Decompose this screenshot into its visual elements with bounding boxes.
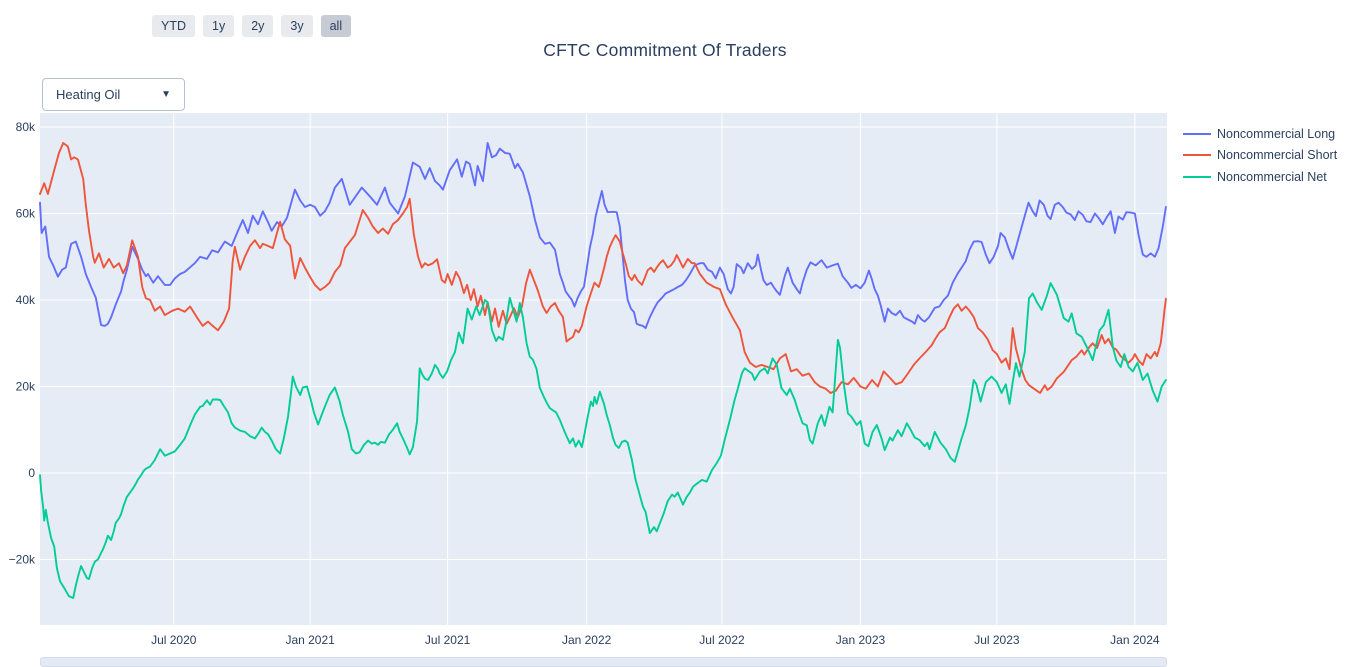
legend-label: Noncommercial Short xyxy=(1217,148,1338,163)
x-axis-tick-label: Jan 2021 xyxy=(285,633,335,647)
x-axis-tick-label: Jan 2023 xyxy=(836,633,886,647)
range-slider[interactable] xyxy=(40,657,1167,667)
series-line-noncommercial-short xyxy=(39,142,1167,394)
y-axis-tick-label: 60k xyxy=(16,207,36,221)
range-button-2y[interactable]: 2y xyxy=(242,15,274,37)
x-axis-tick-label: Jan 2024 xyxy=(1110,633,1160,647)
short-line-swatch-icon xyxy=(1183,154,1211,157)
x-axis-tick-label: Jul 2023 xyxy=(974,633,1020,647)
legend-label: Noncommercial Long xyxy=(1217,126,1336,141)
plot-background xyxy=(40,113,1167,625)
legend-label: Noncommercial Net xyxy=(1217,169,1327,184)
legend-item-noncommercial-net[interactable]: Noncommercial Net xyxy=(1183,166,1337,188)
range-button-1y[interactable]: 1y xyxy=(203,15,235,37)
range-button-ytd[interactable]: YTD xyxy=(152,15,195,37)
y-axis-tick-label: −20k xyxy=(9,553,36,567)
net-line-swatch-icon xyxy=(1183,175,1211,178)
x-axis-tick-label: Jul 2021 xyxy=(425,633,471,647)
legend-item-noncommercial-long[interactable]: Noncommercial Long xyxy=(1183,123,1337,145)
chevron-down-icon: ▼ xyxy=(161,89,171,100)
legend: Noncommercial Long Noncommercial Short N… xyxy=(1183,123,1337,188)
range-button-3y[interactable]: 3y xyxy=(281,15,313,37)
range-selector: YTD 1y 2y 3y all xyxy=(152,15,352,37)
y-axis-tick-label: 80k xyxy=(16,120,36,134)
y-axis-tick-label: 40k xyxy=(16,293,36,307)
commodity-dropdown-value: Heating Oil xyxy=(56,87,121,102)
y-axis-tick-label: 20k xyxy=(16,380,36,394)
y-axis-tick-label: 0 xyxy=(28,466,35,480)
range-button-all[interactable]: all xyxy=(320,15,352,37)
x-axis-tick-label: Jan 2022 xyxy=(562,633,612,647)
long-line-swatch-icon xyxy=(1183,132,1211,135)
page-title: CFTC Commitment Of Traders xyxy=(543,40,787,60)
legend-item-noncommercial-short[interactable]: Noncommercial Short xyxy=(1183,145,1337,167)
commodity-dropdown[interactable]: Heating Oil ▼ xyxy=(42,78,185,111)
series-line-noncommercial-net xyxy=(39,282,1167,599)
x-axis-tick-label: Jul 2022 xyxy=(699,633,745,647)
x-axis-tick-label: Jul 2020 xyxy=(151,633,197,647)
series-line-noncommercial-long xyxy=(39,142,1167,330)
